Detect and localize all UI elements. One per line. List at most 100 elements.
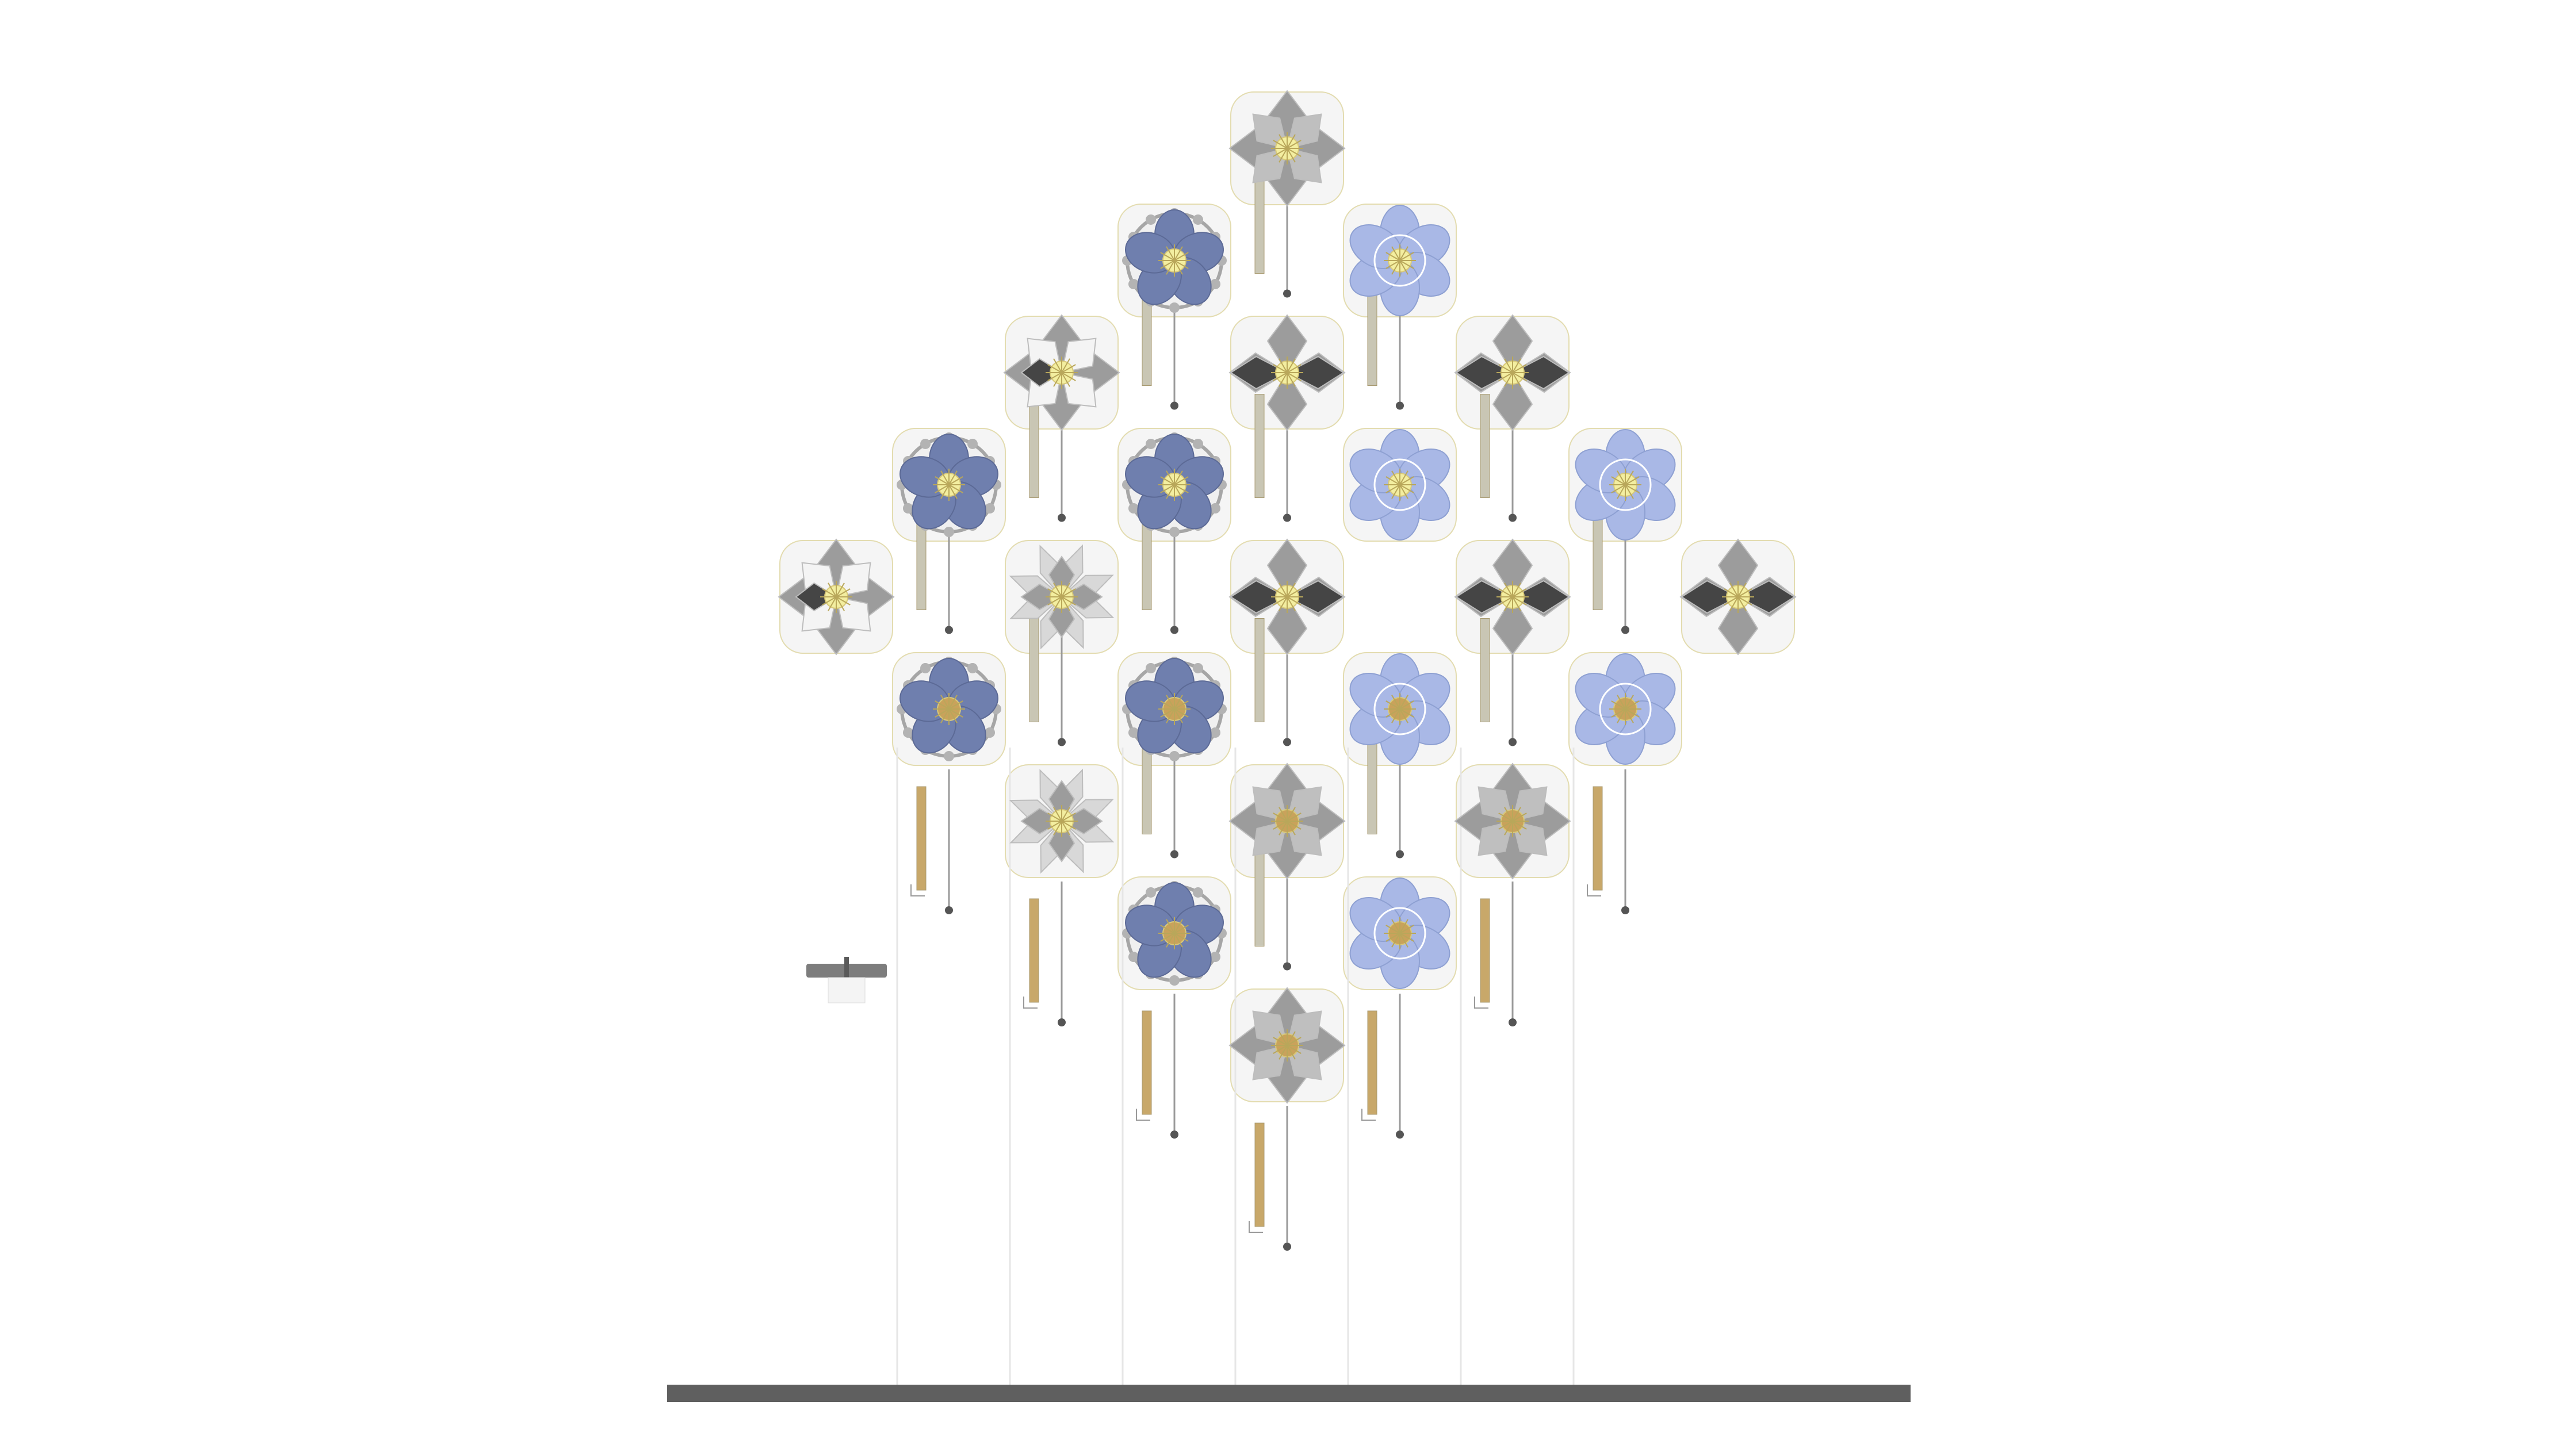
stamen bbox=[1273, 588, 1288, 597]
petal-ring bbox=[1599, 683, 1652, 735]
stamen bbox=[1174, 933, 1183, 948]
stamen bbox=[1737, 596, 1752, 606]
flower-white-star bbox=[778, 538, 895, 656]
rod bbox=[1480, 898, 1490, 1003]
rod-pendant bbox=[1474, 882, 1517, 1026]
cog-tooth bbox=[1193, 887, 1203, 898]
weight-ball bbox=[1396, 850, 1404, 859]
stamen bbox=[935, 476, 950, 485]
flower-dark-cog bbox=[1122, 208, 1227, 313]
flower-dark-cog bbox=[897, 432, 1001, 537]
stamen bbox=[1287, 583, 1296, 597]
flower-star-dark bbox=[1228, 314, 1346, 431]
diamond-petal bbox=[1060, 583, 1103, 611]
stamen bbox=[836, 583, 845, 597]
diamond-petal bbox=[795, 582, 837, 612]
stamen bbox=[1273, 813, 1288, 822]
stamen bbox=[1399, 933, 1414, 942]
weight-ball bbox=[1170, 626, 1178, 634]
stamen bbox=[1047, 588, 1062, 597]
side-fixture-stem bbox=[844, 957, 849, 986]
stamen bbox=[1729, 596, 1739, 611]
flower-star-dark bbox=[1228, 538, 1346, 656]
stamen bbox=[1287, 596, 1296, 611]
stamen bbox=[1287, 148, 1296, 163]
stamen bbox=[1174, 252, 1189, 261]
stamen bbox=[1399, 252, 1414, 261]
stamen bbox=[1061, 813, 1076, 822]
cog-tooth bbox=[1169, 302, 1180, 313]
stamen bbox=[1279, 807, 1288, 822]
stamen bbox=[836, 596, 845, 611]
rod-pendant bbox=[1587, 769, 1629, 914]
diamond-petal bbox=[1060, 807, 1103, 835]
weight-ball bbox=[1621, 906, 1629, 914]
stamen bbox=[1498, 372, 1513, 381]
cog-tooth bbox=[902, 727, 913, 738]
diamond-petal bbox=[1266, 371, 1308, 431]
weight-ball bbox=[1509, 738, 1517, 746]
weight-ball bbox=[1283, 738, 1291, 746]
stamen bbox=[1399, 484, 1408, 499]
rod bbox=[1254, 1122, 1265, 1227]
stamen bbox=[1061, 372, 1076, 381]
stamen bbox=[1273, 140, 1288, 149]
stamen bbox=[1053, 583, 1062, 597]
flower-star-dark bbox=[1679, 538, 1797, 656]
stamen bbox=[1160, 700, 1175, 710]
stamen bbox=[1504, 372, 1513, 387]
diamond-petal bbox=[1048, 780, 1075, 823]
flower-cog-gold bbox=[1122, 657, 1227, 761]
rod-pendant bbox=[1361, 994, 1404, 1139]
flower-star-dark bbox=[1454, 538, 1571, 656]
stamen bbox=[948, 695, 958, 710]
stamen bbox=[1166, 484, 1175, 499]
stamen bbox=[1174, 695, 1183, 710]
stamen bbox=[1512, 807, 1521, 822]
stamen bbox=[1512, 821, 1521, 836]
weight-ball bbox=[1621, 626, 1629, 634]
petal-ring bbox=[1373, 234, 1426, 287]
flower-white-star bbox=[1003, 314, 1120, 431]
stamen bbox=[1498, 588, 1513, 597]
stamen bbox=[1287, 358, 1296, 373]
diamond-petal bbox=[1492, 314, 1533, 374]
diamond-petal bbox=[1230, 580, 1289, 614]
stamen bbox=[1287, 1045, 1296, 1060]
stamen bbox=[1385, 933, 1400, 942]
flower-blue-gold bbox=[1349, 877, 1450, 989]
flower-blue bbox=[1349, 429, 1450, 541]
stamen bbox=[1174, 246, 1183, 261]
stamen bbox=[1273, 821, 1288, 830]
stamen bbox=[1287, 813, 1302, 822]
petal-ring bbox=[1373, 683, 1426, 735]
stamen bbox=[1287, 1045, 1302, 1054]
stamen bbox=[1399, 260, 1414, 269]
stamen bbox=[1061, 364, 1076, 373]
weight-ball bbox=[1283, 1243, 1291, 1251]
flower-cog-gold bbox=[897, 657, 1001, 761]
cog-tooth bbox=[1128, 503, 1139, 514]
stamen bbox=[1166, 260, 1175, 275]
rod-pendant bbox=[1023, 882, 1066, 1026]
stamen bbox=[1287, 364, 1302, 373]
stamen bbox=[940, 484, 950, 499]
weight-ball bbox=[1058, 514, 1066, 522]
stamen bbox=[940, 708, 950, 723]
stamen bbox=[948, 484, 958, 499]
diamond-petal bbox=[1285, 355, 1345, 390]
stamen bbox=[1160, 252, 1175, 261]
rod bbox=[1254, 394, 1265, 498]
stamen bbox=[1737, 583, 1747, 597]
diamond-petal bbox=[1020, 583, 1063, 611]
weight-ball bbox=[1283, 962, 1291, 971]
cog-tooth bbox=[1210, 727, 1221, 738]
cog-tooth bbox=[944, 527, 954, 537]
diamond-petal bbox=[1266, 538, 1308, 598]
stamen bbox=[1504, 807, 1513, 822]
stamen bbox=[1061, 583, 1070, 597]
cog-tooth bbox=[1193, 214, 1203, 225]
stamen bbox=[1385, 700, 1400, 710]
stamen bbox=[1166, 695, 1175, 710]
stamen bbox=[1391, 484, 1400, 499]
